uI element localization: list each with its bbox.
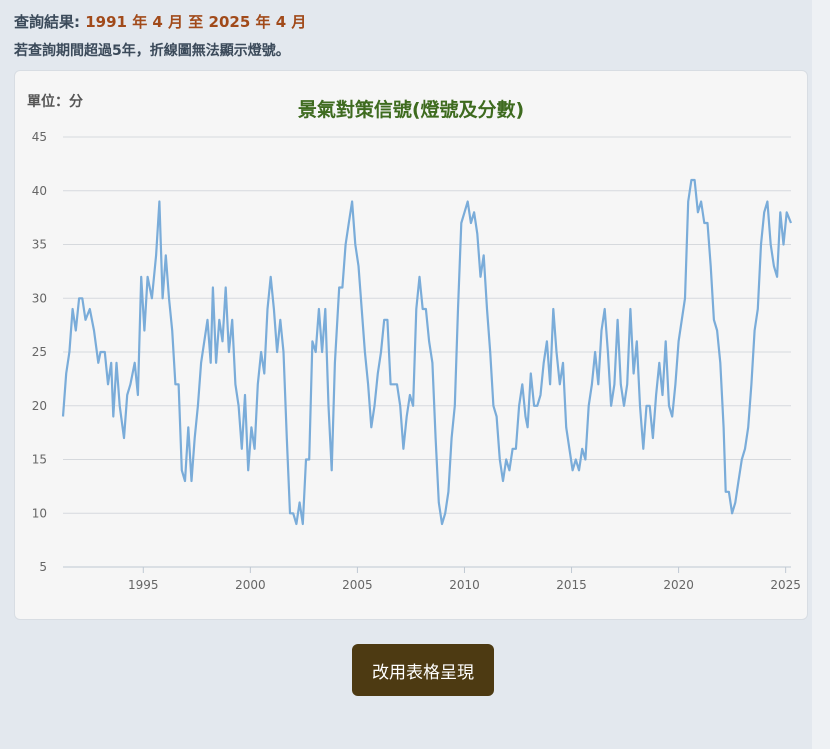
x-tick-label: 1995: [128, 578, 159, 592]
y-tick-label: 30: [32, 291, 47, 305]
x-tick-label: 2010: [449, 578, 480, 592]
y-tick-label: 10: [32, 506, 47, 520]
chart-title: 景氣對策信號(燈號及分數): [297, 99, 525, 121]
y-tick-label: 5: [39, 560, 47, 574]
x-tick-label: 2000: [235, 578, 266, 592]
x-tick-label: 2005: [342, 578, 373, 592]
y-axis: 5 10 15 20 25 30 35 40 45: [32, 130, 47, 574]
grid-layer: [63, 136, 791, 568]
y-tick-label: 45: [32, 130, 47, 144]
unit-label: 單位：分: [27, 94, 83, 110]
x-tick-label: 2020: [663, 578, 694, 592]
chart-card: 5 10 15 20 25 30 35 40 45 1995 2000 2005 2010 2015 20…: [14, 70, 808, 620]
table-view-button[interactable]: 改用表格呈現: [352, 644, 494, 696]
y-tick-label: 15: [32, 453, 47, 467]
query-note: 若查詢期間超過5年，折線圖無法顯示燈號。: [14, 43, 290, 59]
query-label: 查詢結果:: [14, 13, 80, 31]
y-tick-label: 20: [32, 399, 47, 413]
y-tick-label: 40: [32, 184, 47, 198]
query-result-line: 查詢結果: 1991 年 4 月 至 2025 年 4 月: [14, 11, 306, 32]
x-tick-label: 2015: [556, 578, 587, 592]
series-layer: [61, 178, 793, 526]
query-range: 1991 年 4 月 至 2025 年 4 月: [85, 13, 307, 31]
y-tick-label: 35: [32, 238, 47, 252]
series-line: [61, 178, 793, 526]
x-axis: 1995 2000 2005 2010 2015 2020 2025: [128, 567, 801, 592]
y-tick-label: 25: [32, 345, 47, 359]
x-tick-label: 2025: [770, 578, 801, 592]
page-scrollbar[interactable]: [812, 0, 830, 749]
